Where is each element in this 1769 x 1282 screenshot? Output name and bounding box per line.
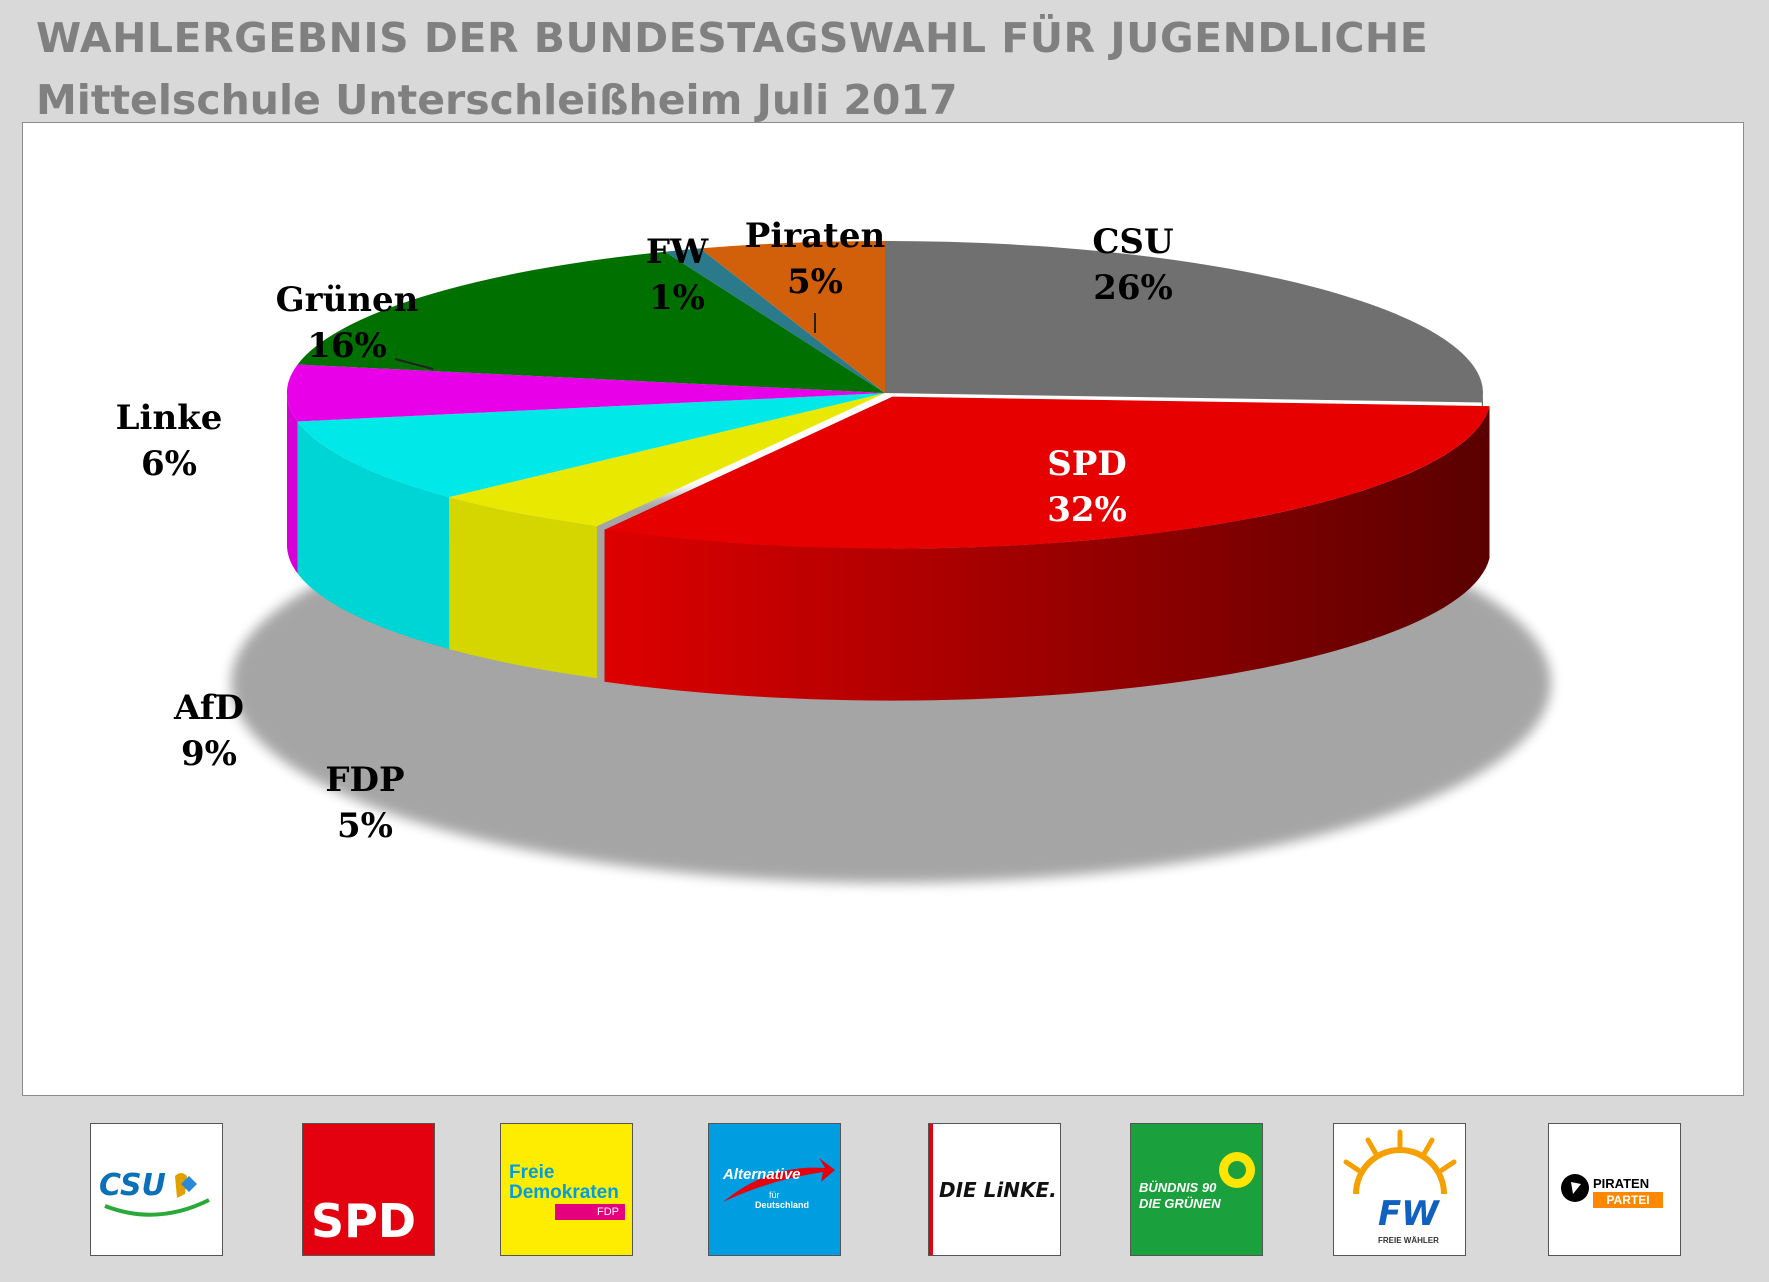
spd-logo-text: SPD: [311, 1194, 417, 1248]
slice-value-afd: 9%: [181, 734, 237, 774]
sun-icon: [1343, 1129, 1457, 1195]
pie-chart: CSU 26% SPD 32% FDP 5% AfD 9% Linke 6% Grünen 16% FW…: [116, 216, 1551, 883]
afd-logo: Alternative für Deutschland: [708, 1123, 841, 1256]
fw-logo: FW FREIE WÄHLER: [1333, 1123, 1466, 1256]
pie-slice-csu: [885, 241, 1483, 403]
slice-label-csu: CSU: [1092, 222, 1173, 262]
slice-label-fdp: FDP: [325, 760, 404, 800]
linke-red-bar: [929, 1124, 933, 1255]
fw-logo-sub: FREIE WÄHLER: [1378, 1236, 1439, 1245]
slice-label-linke: Linke: [116, 398, 223, 438]
piraten-logo-line1: PIRATEN: [1593, 1176, 1650, 1191]
piraten-logo: PIRATEN PARTEI: [1548, 1123, 1681, 1256]
pie-side-spd: [604, 406, 1490, 701]
afd-logo-line3: Deutschland: [755, 1200, 810, 1210]
leader-line-gr-nen: [394, 358, 434, 370]
pie-slice-afd: [297, 393, 886, 498]
pie-slice-gr-nen: [297, 251, 886, 393]
slice-label-fw: FW: [646, 232, 709, 272]
afd-arrow-icon: [723, 1158, 835, 1202]
piraten-logo-line2: PARTEI: [1593, 1192, 1663, 1208]
pirate-sail-icon: [1561, 1174, 1589, 1202]
chart-title: WAHLERGEBNIS DER BUNDESTAGSWAHL FÜR JUGE…: [36, 14, 1429, 62]
fdp-logo-badge: FDP: [555, 1204, 625, 1220]
fw-logo-text: FW: [1378, 1194, 1439, 1234]
slice-label-piraten: Piraten: [745, 216, 885, 256]
slice-value-spd: 32%: [1047, 490, 1127, 530]
afd-logo-line1: Alternative: [723, 1166, 801, 1183]
slice-value-fw: 1%: [649, 278, 705, 318]
slice-value-fdp: 5%: [337, 806, 393, 846]
fdp-logo: Freie Demokraten FDP: [500, 1123, 633, 1256]
gruene-logo-line1: BÜNDNIS 90: [1139, 1180, 1217, 1195]
slice-value-piraten: 5%: [787, 262, 843, 302]
slice-label-afd: AfD: [173, 688, 244, 728]
fdp-logo-line1: Freie: [509, 1162, 555, 1183]
gruene-logo: BÜNDNIS 90 DIE GRÜNEN: [1130, 1123, 1263, 1256]
pie-slice-fw: [664, 248, 885, 393]
pie-side-linke: [287, 393, 298, 574]
pie-side-afd: [297, 421, 450, 650]
spd-logo: SPD: [302, 1123, 435, 1256]
slice-label-spd: SPD: [1047, 444, 1127, 484]
plot-area: CSU 26% SPD 32% FDP 5% AfD 9% Linke 6% Grünen 16% FW…: [22, 122, 1744, 1096]
slice-value-linke: 6%: [141, 444, 197, 484]
fdp-logo-line2: Demokraten: [509, 1182, 619, 1203]
slice-value-gr-nen: 16%: [307, 326, 387, 366]
afd-logo-line2: für: [769, 1190, 780, 1200]
gruene-logo-line2: DIE GRÜNEN: [1139, 1196, 1221, 1211]
slice-value-csu: 26%: [1093, 268, 1173, 308]
linke-logo: DIE LiNKE.: [928, 1123, 1061, 1256]
pie-slice-fdp: [449, 393, 885, 527]
pie-slice-piraten: [700, 240, 885, 393]
csu-logo: CSU: [90, 1123, 223, 1256]
pie-slice-linke: [286, 364, 885, 422]
linke-logo-text: DIE LiNKE.: [939, 1178, 1057, 1202]
pie-slice-spd: [604, 396, 1490, 549]
csu-lion-icon: [104, 1173, 210, 1217]
csu-logo-text: CSU: [99, 1168, 166, 1203]
sunflower-icon: [1219, 1152, 1255, 1188]
chart-subtitle: Mittelschule Unterschleißheim Juli 2017: [36, 76, 958, 124]
pie-side-fdp: [449, 497, 597, 679]
slice-label-gr-nen: Grünen: [276, 280, 419, 320]
